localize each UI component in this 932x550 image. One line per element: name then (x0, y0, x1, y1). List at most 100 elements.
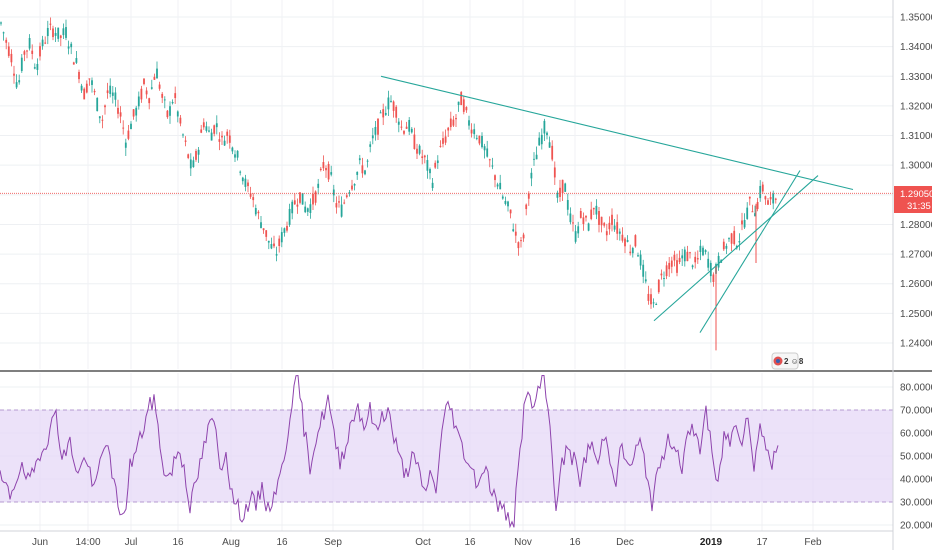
candle-body (452, 119, 455, 126)
candle-body (67, 46, 70, 49)
candle-body (449, 118, 452, 128)
candle-body (525, 204, 528, 210)
candle-body (176, 111, 179, 117)
candle-body (551, 145, 554, 160)
candle-body (689, 252, 691, 254)
candle-body (410, 128, 413, 133)
rsi-band (0, 410, 893, 502)
candle-body (244, 178, 247, 187)
candle-body (629, 251, 632, 254)
time-tick-label: Nov (514, 537, 532, 548)
candle-body (109, 85, 112, 94)
time-tick-label: Oct (415, 537, 431, 548)
candle-body (465, 107, 468, 111)
candle-body (127, 130, 130, 139)
candle-body (296, 204, 299, 207)
time-tick-label: 16 (172, 537, 184, 548)
time-tick-label: Aug (222, 537, 240, 548)
candle-body (65, 27, 67, 38)
candle-body (657, 279, 660, 293)
candle-body (72, 62, 75, 65)
price-tick-label: 1.27000 (900, 250, 932, 261)
time-tick-label: 16 (276, 537, 288, 548)
candle-body (611, 214, 613, 225)
candle-body (158, 84, 161, 89)
candle-body (707, 258, 710, 268)
candle-body (564, 183, 567, 192)
candle-body (501, 196, 504, 199)
candle-body (756, 201, 759, 210)
candle-body (156, 68, 158, 79)
candle-body (764, 196, 767, 200)
candle-body (514, 231, 517, 236)
candle-body (639, 254, 642, 266)
candle-body (473, 129, 476, 135)
candle-body (754, 213, 756, 217)
price-tick-label: 1.35000 (900, 13, 932, 24)
time-axis[interactable]: Jun 14:00 Jul 16 Aug 16 Sep Oct 16 Nov 16 Dec 2019 17… (32, 537, 822, 548)
candle-body (46, 27, 49, 37)
candle-body (444, 136, 447, 143)
candle-body (392, 101, 395, 111)
candle-body (106, 90, 109, 94)
rsi-tick-label: 20.0000 (900, 521, 932, 532)
candle-body (140, 88, 143, 100)
candle-body (644, 279, 647, 282)
candle-body (62, 28, 65, 36)
candle-body (192, 160, 195, 168)
candle-body (496, 184, 499, 187)
candle-body (340, 204, 343, 217)
candle-body (553, 167, 556, 178)
candle-body (317, 183, 320, 188)
candle-body (286, 225, 288, 231)
candle-body (223, 140, 226, 146)
candle-body (111, 92, 114, 96)
candle-body (634, 235, 637, 247)
candle-body (520, 240, 522, 242)
time-tick-label: 2019 (700, 537, 723, 548)
candle-body (306, 208, 309, 212)
rsi-tick-label: 30.0000 (900, 498, 932, 509)
candle-body (187, 154, 190, 158)
candle-body (179, 117, 182, 124)
candle-body (418, 145, 421, 154)
candle-body (299, 192, 301, 203)
candle-body (322, 162, 325, 169)
candle-body (592, 207, 595, 210)
candle-body (28, 38, 31, 49)
candle-body (293, 200, 296, 205)
candle-body (91, 80, 93, 85)
price-axis[interactable]: 1.35000 1.34000 1.33000 1.32000 1.31000 1.300… (900, 13, 932, 350)
candle-body (249, 193, 252, 197)
candle-body (725, 245, 728, 249)
candle-body (335, 203, 338, 208)
candle-body (351, 185, 353, 190)
candle-body (751, 211, 754, 213)
rsi-axis[interactable]: 80.0000 70.0000 60.0000 50.0000 40.0000 30.00… (900, 383, 932, 532)
candle-body (512, 229, 515, 232)
time-tick-label: Sep (324, 537, 342, 548)
candle-body (369, 144, 372, 147)
candle-body (208, 130, 210, 132)
candle-body (78, 71, 80, 80)
candle-body (44, 42, 47, 44)
rsi-tick-label: 40.0000 (900, 475, 932, 486)
candle-body (608, 222, 611, 230)
last-price-label: 1.29050 (900, 189, 932, 200)
candle-body (494, 175, 496, 181)
candle-body (304, 206, 307, 213)
candle-body (267, 240, 270, 243)
candle-body (507, 201, 509, 207)
candle-body (236, 150, 239, 158)
candle-body (543, 120, 546, 134)
candle-body (153, 76, 156, 80)
candle-body (509, 209, 512, 214)
candle-body (353, 184, 356, 186)
candle-body (434, 162, 437, 168)
candle-body (600, 216, 603, 226)
event-badge[interactable]: 2 ☺8 (771, 352, 804, 370)
candle-body (587, 223, 590, 231)
candle-body (767, 200, 769, 205)
candle-body (161, 93, 164, 98)
candle-body (254, 208, 257, 215)
